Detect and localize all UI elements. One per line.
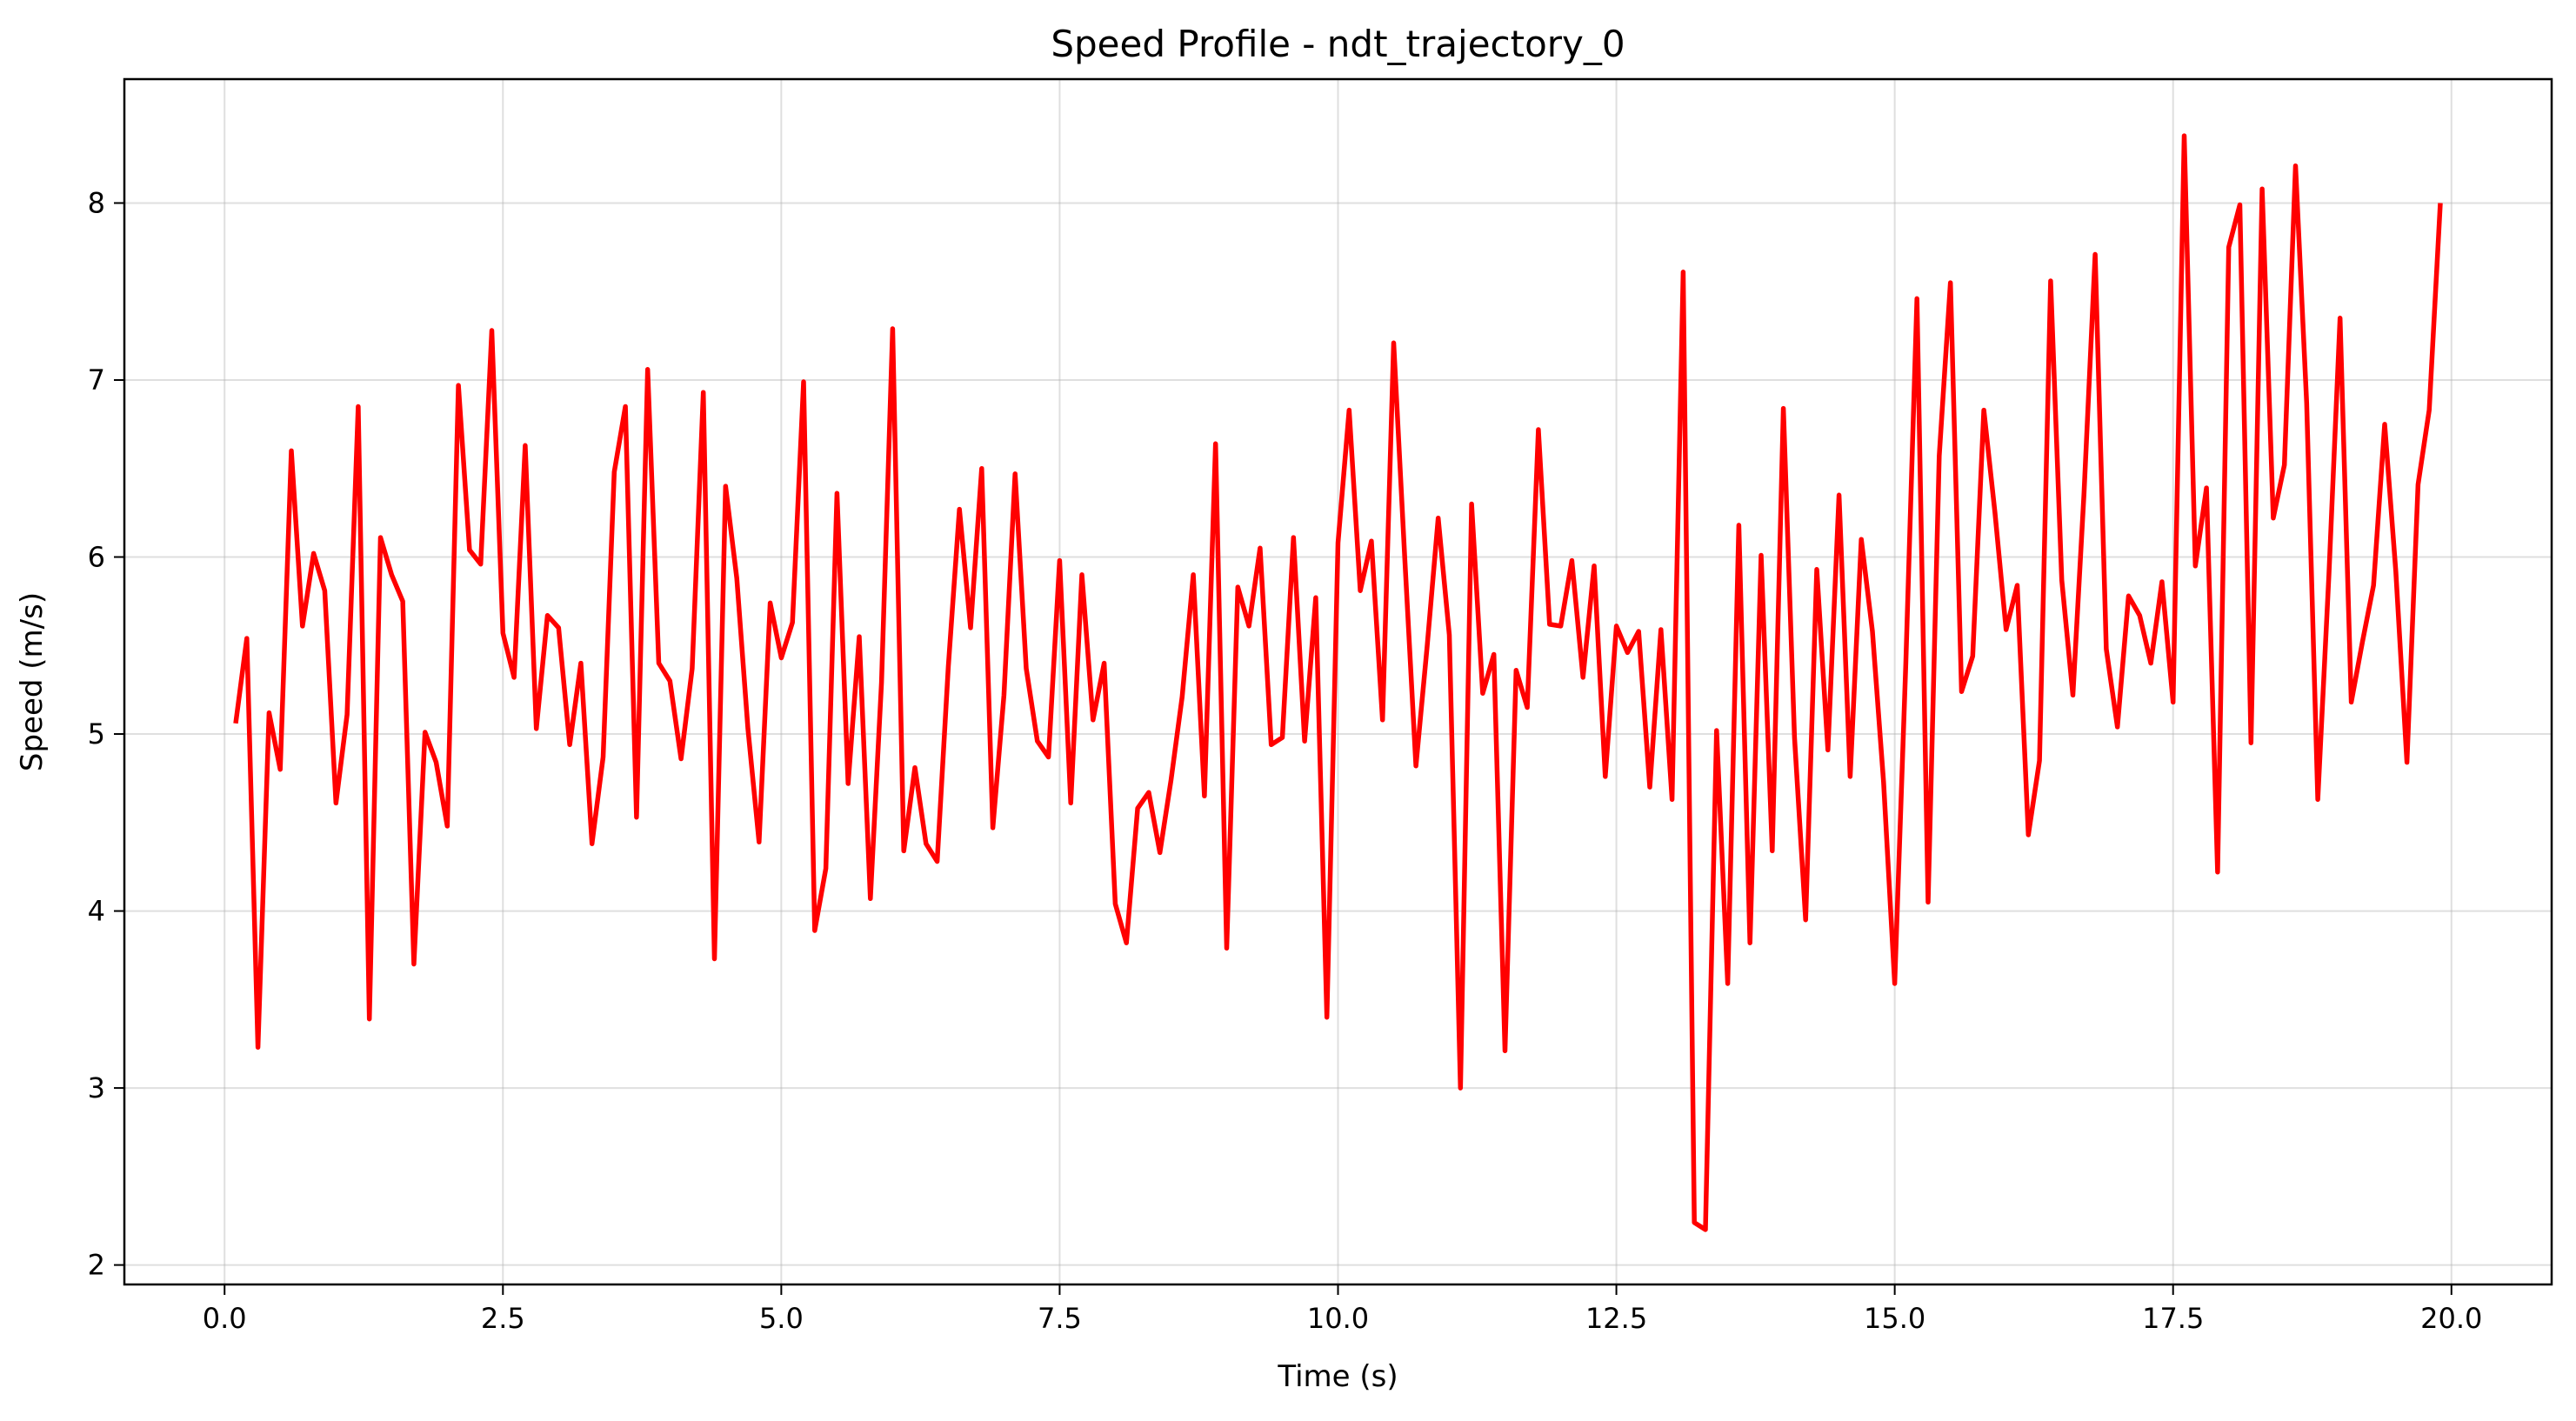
y-tick-label: 5	[88, 717, 105, 751]
y-tick-label: 8	[88, 186, 105, 219]
x-tick-label: 15.0	[1864, 1302, 1925, 1335]
x-tick-label: 17.5	[2142, 1302, 2204, 1335]
y-axis-ticks: 2 3 4 5 6 7 8	[88, 186, 124, 1282]
x-tick-label: 10.0	[1307, 1302, 1369, 1335]
series-layer	[233, 133, 2443, 1232]
x-tick-label: 2.5	[481, 1302, 525, 1335]
x-tick-label: 12.5	[1585, 1302, 1647, 1335]
y-tick-label: 6	[88, 541, 105, 574]
x-tick-label: 20.0	[2420, 1302, 2482, 1335]
y-tick-label: 3	[88, 1071, 105, 1104]
x-tick-label: 5.0	[759, 1302, 804, 1335]
y-tick-label: 2	[88, 1249, 105, 1282]
x-axis-ticks: 0.0 2.5 5.0 7.5 10.0 12.5 15.0 17.5 20.0	[203, 1284, 2482, 1335]
x-tick-label: 7.5	[1038, 1302, 1082, 1335]
y-axis-label: Speed (m/s)	[15, 592, 50, 771]
y-tick-label: 4	[88, 895, 105, 928]
x-tick-label: 0.0	[203, 1302, 247, 1335]
chart-title: Speed Profile - ndt_trajectory_0	[1051, 23, 1625, 65]
y-tick-label: 7	[88, 364, 105, 397]
x-axis-label: Time (s)	[1277, 1359, 1398, 1394]
speed-series-line	[233, 133, 2443, 1232]
